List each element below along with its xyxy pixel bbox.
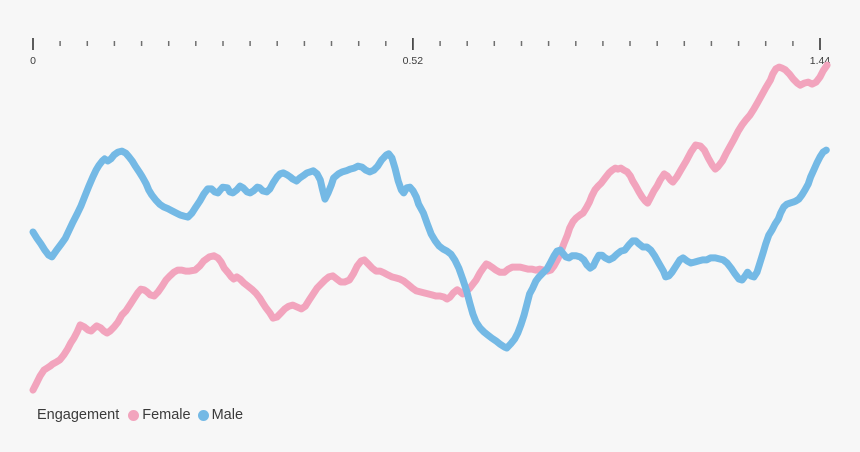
x-axis-tick-label: 0.52 — [403, 55, 424, 67]
female-series-line — [29, 61, 831, 394]
x-axis-tick-label: 0 — [30, 55, 36, 67]
male-series-line — [29, 146, 830, 352]
legend-item-female[interactable]: Female — [128, 407, 191, 423]
legend-title: Engagement — [37, 407, 120, 423]
series-group — [29, 61, 831, 394]
male-series-dot-icon — [197, 409, 209, 421]
chart-legend: Engagement Female Male — [37, 404, 250, 426]
legend-item-male-label: Male — [211, 407, 244, 423]
legend-item-male[interactable]: Male — [197, 407, 244, 423]
x-axis: 0 0.52 1.44 — [30, 38, 830, 67]
female-series-dot-icon — [128, 409, 140, 421]
legend-item-female-label: Female — [142, 407, 191, 423]
